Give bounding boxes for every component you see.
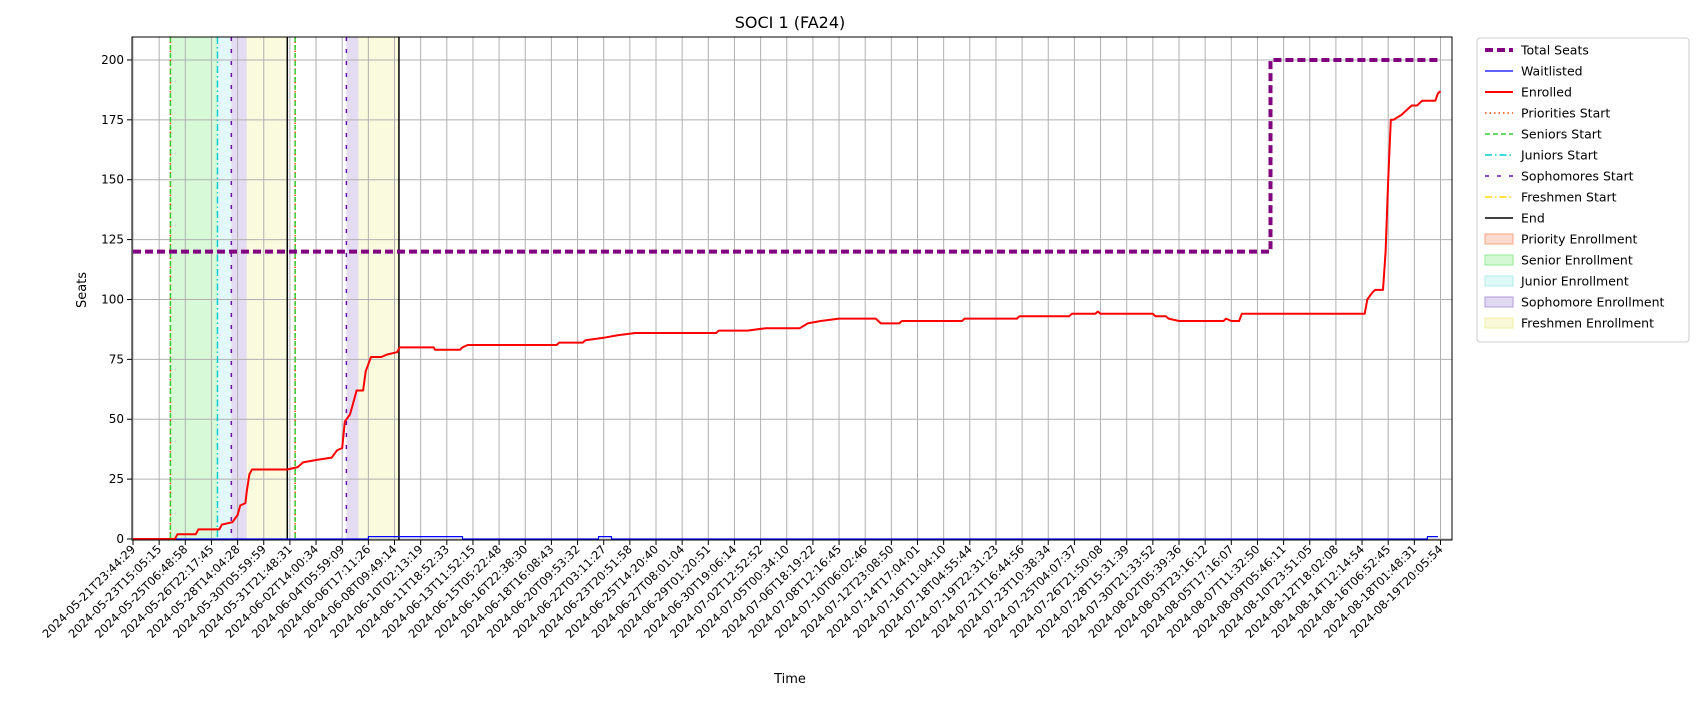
legend: Total Seats Waitlisted Enrolled Priorities …	[1476, 37, 1690, 343]
legend-item-priority-enrollment: Priority Enrollment	[1484, 232, 1638, 247]
legend-swatch	[1484, 233, 1514, 245]
y-tick-label: 100	[101, 292, 124, 306]
legend-item-freshmen-start: Freshmen Start	[1485, 190, 1617, 205]
legend-label: Freshmen Start	[1521, 190, 1617, 205]
legend-swatch	[1484, 317, 1514, 329]
legend-item-seniors-start: Seniors Start	[1485, 127, 1602, 142]
legend-label: Sophomores Start	[1521, 169, 1634, 184]
legend-item-priorities-start: Priorities Start	[1485, 106, 1610, 121]
legend-label: Freshmen Enrollment	[1521, 316, 1654, 331]
junior-enrollment-band	[217, 37, 232, 540]
sophomore-enrollment-band	[346, 37, 359, 540]
legend-item-waitlisted: Waitlisted	[1485, 64, 1583, 79]
y-tick-label: 175	[101, 113, 124, 127]
legend-item-total-seats: Total Seats	[1485, 43, 1589, 58]
legend-item-enrolled: Enrolled	[1485, 85, 1572, 100]
x-axis-label: Time	[773, 672, 806, 687]
legend-item-senior-enrollment: Senior Enrollment	[1484, 253, 1633, 268]
grid-lines	[132, 37, 1452, 540]
legend-label: Priority Enrollment	[1521, 232, 1638, 247]
enrolled-series-line	[133, 90, 1442, 540]
legend-item-junior-enrollment: Junior Enrollment	[1484, 274, 1629, 289]
legend-swatch	[1484, 275, 1514, 287]
legend-label: Priorities Start	[1521, 106, 1610, 121]
legend-label: Senior Enrollment	[1521, 253, 1633, 268]
legend-label: Waitlisted	[1521, 64, 1583, 79]
enrollment-phase-bands	[170, 37, 399, 540]
y-tick-label: 75	[109, 352, 124, 366]
y-tick-label: 25	[109, 472, 124, 486]
legend-frame	[1476, 37, 1690, 343]
legend-swatch	[1484, 254, 1514, 266]
senior-enrollment-band	[170, 37, 218, 540]
legend-item-sophomores-start: Sophomores Start	[1485, 169, 1634, 184]
legend-label: Juniors Start	[1520, 148, 1598, 163]
sophomore-enrollment-band	[231, 37, 247, 540]
legend-swatch	[1484, 296, 1514, 308]
legend-item-freshmen-enrollment: Freshmen Enrollment	[1484, 316, 1654, 331]
y-tick-label: 50	[109, 412, 124, 426]
y-tick-label: 125	[101, 233, 124, 247]
legend-label: Enrolled	[1521, 85, 1572, 100]
y-tick-label: 150	[101, 173, 124, 187]
legend-label: Seniors Start	[1521, 127, 1602, 142]
legend-label: Sophomore Enrollment	[1521, 295, 1665, 310]
plot-frame	[131, 36, 1453, 541]
waitlisted-series-line	[133, 535, 1438, 540]
data-series	[133, 58, 1442, 540]
y-axis-label: Seats	[75, 272, 90, 308]
legend-label: Total Seats	[1520, 43, 1589, 58]
legend-item-sophomore-enrollment: Sophomore Enrollment	[1484, 295, 1665, 310]
legend-label: End	[1521, 211, 1545, 226]
y-tick-label: 200	[101, 53, 124, 67]
chart-title: SOCI 1 (FA24)	[735, 13, 846, 32]
legend-label: Junior Enrollment	[1520, 274, 1629, 289]
y-tick-label: 0	[116, 532, 124, 546]
legend-item-juniors-start: Juniors Start	[1485, 148, 1598, 163]
phase-marker-lines	[169, 37, 400, 540]
legend-item-end: End	[1485, 211, 1545, 226]
freshmen-enrollment-band	[246, 37, 288, 540]
freshmen-enrollment-band	[358, 37, 399, 540]
total-seats-series-line	[133, 58, 1438, 254]
